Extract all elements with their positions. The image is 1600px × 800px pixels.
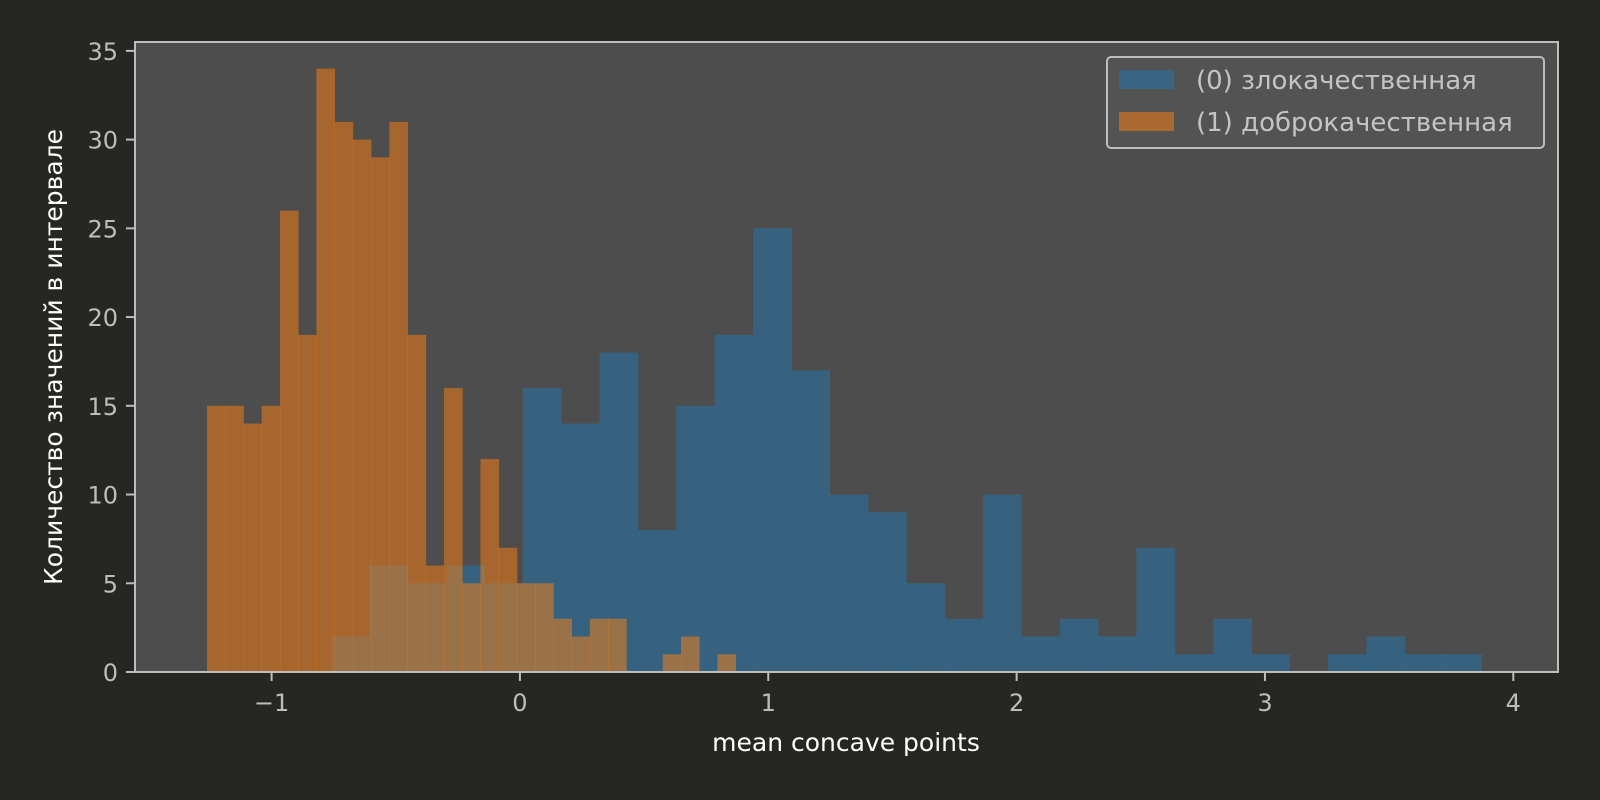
- y-axis-label: Количество значений в интервале: [39, 129, 68, 585]
- legend-label-benign: (1) доброкачественная: [1196, 108, 1513, 138]
- y-tick-label: 5: [103, 570, 118, 598]
- bar-series1-bin5: [298, 334, 317, 672]
- bar-series0-bin20: [1098, 636, 1137, 672]
- y-tick-label: 15: [87, 393, 118, 421]
- bar-series0-bin18: [1021, 636, 1061, 672]
- x-tick-label: 4: [1506, 689, 1521, 717]
- bar-series1-bin17: [516, 583, 536, 672]
- legend-swatch-malignant: [1119, 70, 1174, 89]
- bar-series1-bin0: [207, 405, 226, 672]
- bar-series1-bin11: [407, 334, 427, 672]
- bar-series1-bin12: [425, 565, 445, 672]
- x-tick-label: −1: [254, 689, 289, 717]
- y-tick-label: 35: [87, 38, 118, 66]
- x-axis-ticks: −1 0 1 2 3 4: [254, 672, 1521, 717]
- x-tick-label: 1: [761, 689, 776, 717]
- bar-series0-bin23: [1213, 618, 1252, 672]
- bar-series0-bin24: [1251, 654, 1291, 672]
- bar-series1-bin25: [662, 654, 682, 672]
- bar-series1-bin21: [589, 618, 609, 672]
- bar-series1-bin16: [498, 547, 518, 672]
- bar-series0-bin28: [1404, 654, 1444, 672]
- x-tick-label: 2: [1009, 689, 1024, 717]
- bar-series1-bin1: [225, 405, 244, 672]
- y-tick-label: 25: [87, 215, 118, 243]
- legend-box: [1106, 56, 1545, 149]
- bar-series1-bin20: [571, 636, 591, 672]
- x-axis-label: mean concave points: [712, 728, 980, 757]
- y-tick-label: 30: [87, 127, 118, 155]
- y-axis-ticks: 0 5 10 15 20 25 30 35: [87, 38, 135, 687]
- y-tick-label: 20: [87, 304, 118, 332]
- x-tick-label: 3: [1257, 689, 1272, 717]
- bar-series1-bin6: [316, 68, 336, 673]
- bar-series1-bin4: [279, 210, 299, 672]
- bar-series1-bin15: [480, 459, 500, 672]
- legend: (0) злокачественная (1) доброкачественна…: [1106, 56, 1545, 149]
- bar-series1-bin19: [553, 618, 572, 672]
- bar-series0-bin17: [983, 494, 1022, 672]
- bar-series1-bin26: [680, 636, 700, 672]
- bar-series0-bin12: [791, 370, 831, 672]
- bar-series0-bin15: [906, 583, 946, 672]
- bar-series1-bin28: [717, 654, 737, 672]
- bar-series1-bin2: [243, 423, 263, 672]
- bar-series0-bin26: [1328, 654, 1367, 672]
- bar-series1-bin18: [535, 583, 554, 672]
- bar-series0-bin13: [829, 494, 869, 672]
- bar-series1-bin3: [261, 405, 281, 672]
- bar-series0-bin10: [714, 334, 754, 672]
- bar-series0-bin19: [1059, 618, 1099, 672]
- bar-series0-bin14: [868, 512, 907, 672]
- bar-series1-bin14: [462, 583, 481, 672]
- x-tick-label: 0: [512, 689, 527, 717]
- bar-series1-bin10: [389, 121, 408, 673]
- bar-series0-bin21: [1136, 547, 1176, 672]
- bar-series1-bin22: [608, 618, 627, 672]
- legend-swatch-benign: [1119, 112, 1174, 131]
- bar-series0-bin16: [944, 618, 984, 672]
- bar-series1-bin9: [371, 157, 390, 673]
- y-tick-label: 10: [87, 482, 118, 510]
- bar-series0-bin29: [1443, 654, 1482, 672]
- bar-series0-bin11: [752, 228, 792, 672]
- bar-series0-bin22: [1174, 654, 1214, 672]
- bar-series0-bin8: [637, 530, 677, 672]
- plot-frame: [134, 41, 1559, 673]
- bar-series0-bin27: [1366, 636, 1406, 672]
- legend-label-malignant: (0) злокачественная: [1196, 66, 1477, 96]
- bar-series1-bin8: [352, 139, 372, 673]
- bars-layer: [207, 68, 1482, 673]
- bar-series0-bin9: [676, 405, 716, 672]
- bar-series1-bin13: [443, 388, 463, 672]
- y-tick-label: 0: [103, 659, 118, 687]
- bar-series1-bin7: [334, 121, 354, 673]
